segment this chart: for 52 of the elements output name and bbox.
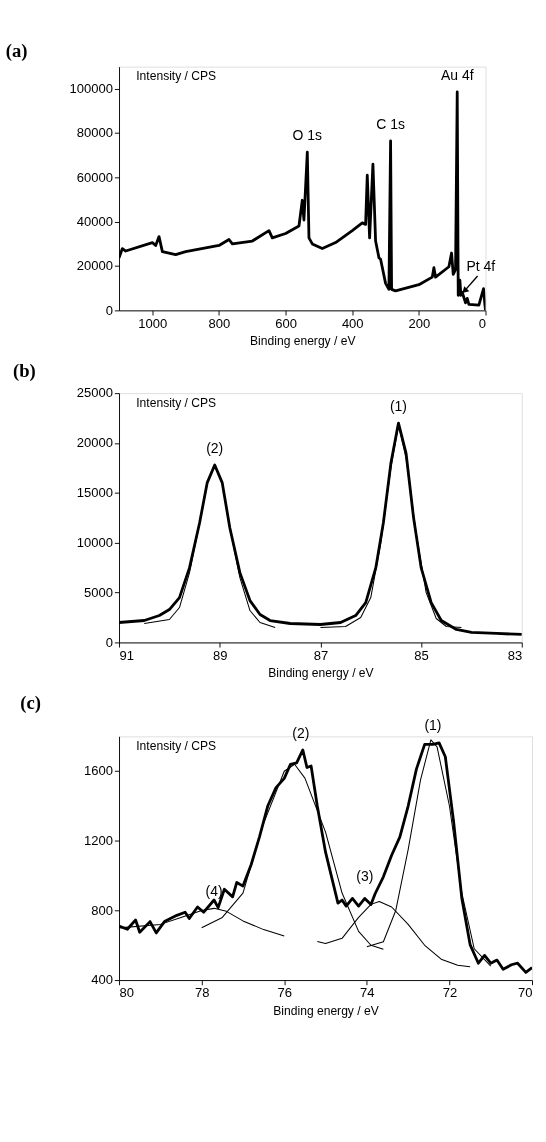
y-tick-label: 15000 — [76, 485, 114, 501]
y-tick-label: 100000 — [69, 81, 114, 97]
x-tick-label: 76 — [277, 985, 292, 1001]
y-axis-title: Intensity / CPS — [136, 395, 217, 410]
y-tick-label: 40000 — [76, 213, 114, 229]
x-tick-label: 200 — [408, 315, 431, 331]
y-tick-label: 0 — [105, 302, 114, 318]
x-tick-label: 1000 — [138, 315, 168, 331]
annotation: (2) — [292, 725, 310, 742]
y-tick-label: 20000 — [76, 435, 114, 451]
x-tick-label: 72 — [442, 985, 458, 1001]
y-tick-label: 25000 — [76, 385, 114, 401]
y-axis-title: Intensity / CPS — [136, 738, 217, 753]
y-tick-label: 800 — [91, 902, 114, 918]
y-tick-label: 80000 — [76, 125, 114, 141]
annotation: C 1s — [376, 115, 405, 132]
y-tick-label: 20000 — [76, 258, 114, 274]
x-tick-label: 70 — [518, 985, 533, 1001]
x-tick-label: 600 — [275, 315, 297, 331]
x-tick-label: 78 — [194, 985, 210, 1001]
y-tick-label: 10000 — [76, 534, 114, 550]
x-tick-label: 400 — [341, 315, 364, 331]
x-tick-label: 91 — [119, 647, 135, 663]
x-tick-label: 85 — [414, 647, 429, 663]
annotation: (2) — [206, 439, 224, 456]
x-axis-title: Binding energy / eV — [273, 1003, 379, 1018]
y-tick-label: 1200 — [84, 833, 114, 849]
annotation: (1) — [389, 397, 407, 414]
y-tick-label: 0 — [105, 634, 114, 650]
y-tick-label: 400 — [91, 972, 114, 988]
annotation: O 1s — [292, 127, 323, 144]
x-axis-title: Binding energy / eV — [250, 334, 356, 349]
x-tick-label: 83 — [507, 647, 523, 663]
y-tick-label: 5000 — [84, 584, 114, 600]
annotation: (3) — [356, 867, 374, 884]
y-tick-label: 60000 — [76, 169, 114, 185]
annotation: Pt 4f — [466, 258, 496, 275]
chart-title: (a) — [5, 40, 28, 63]
x-tick-label: 800 — [208, 315, 231, 331]
chart-title: (b) — [13, 360, 36, 383]
annotation: (4) — [205, 883, 223, 900]
x-tick-label: 80 — [119, 985, 135, 1001]
annotation: (1) — [424, 716, 442, 733]
x-tick-label: 87 — [313, 647, 329, 663]
x-tick-label: 74 — [360, 985, 375, 1001]
y-axis-title: Intensity / CPS — [136, 69, 217, 84]
x-tick-label: 0 — [478, 315, 487, 331]
x-axis-title: Binding energy / eV — [268, 666, 374, 681]
chart-title: (c) — [20, 692, 41, 715]
annotation: Au 4f — [440, 66, 474, 83]
x-tick-label: 89 — [212, 647, 228, 663]
y-tick-label: 1600 — [84, 763, 114, 779]
